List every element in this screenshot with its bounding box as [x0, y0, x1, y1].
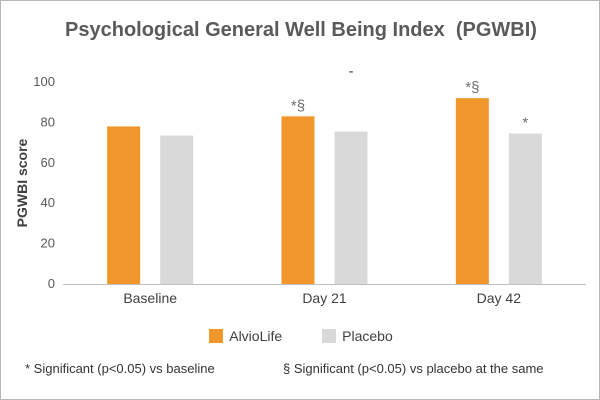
legend-item-placebo: Placebo: [322, 328, 393, 344]
significance-marker: *§: [291, 97, 305, 114]
bar-alviolife-day-42: [455, 98, 489, 284]
footnote-baseline: * Significant (p<0.05) vs baseline: [25, 361, 215, 376]
legend-swatch-placebo: [322, 329, 337, 343]
legend-label-placebo: Placebo: [342, 328, 393, 344]
x-category-label: Baseline: [123, 290, 177, 306]
bar-placebo-baseline: [160, 135, 194, 284]
legend-swatch-alviolife: [209, 329, 224, 343]
y-tick-label: 60: [41, 155, 55, 170]
bars: [107, 98, 542, 284]
annotations: *§ - *§ *: [291, 63, 529, 132]
legend: AlvioLife Placebo: [1, 325, 599, 347]
y-tick-label: 100: [33, 74, 55, 89]
bar-alviolife-day-21: [281, 116, 315, 284]
significance-marker: -: [349, 63, 354, 80]
legend-label-alviolife: AlvioLife: [229, 328, 283, 344]
significance-marker: *§: [465, 79, 479, 96]
significance-marker: *: [522, 115, 528, 132]
x-category-label: Day 42: [477, 290, 522, 306]
y-tick-label: 0: [48, 276, 55, 291]
bar-alviolife-baseline: [107, 126, 141, 284]
y-axis-label: PGWBI score: [14, 138, 30, 227]
x-category-label: Day 21: [302, 290, 347, 306]
chart-title: Psychological General Well Being Index (…: [65, 19, 537, 41]
legend-item-alviolife: AlvioLife: [209, 328, 282, 344]
y-tick-label: 80: [41, 114, 55, 129]
x-axis-categories: Baseline Day 21 Day 42: [123, 290, 521, 306]
bar-placebo-day-42: [508, 133, 542, 284]
bar-placebo-day-21: [334, 131, 368, 284]
y-tick-label: 40: [41, 195, 55, 210]
footnote-placebo: § Significant (p<0.05) vs placebo at the…: [283, 361, 544, 376]
y-tick-label: 20: [41, 236, 55, 251]
y-axis-ticks: 0 20 40 60 80 100: [33, 74, 55, 291]
